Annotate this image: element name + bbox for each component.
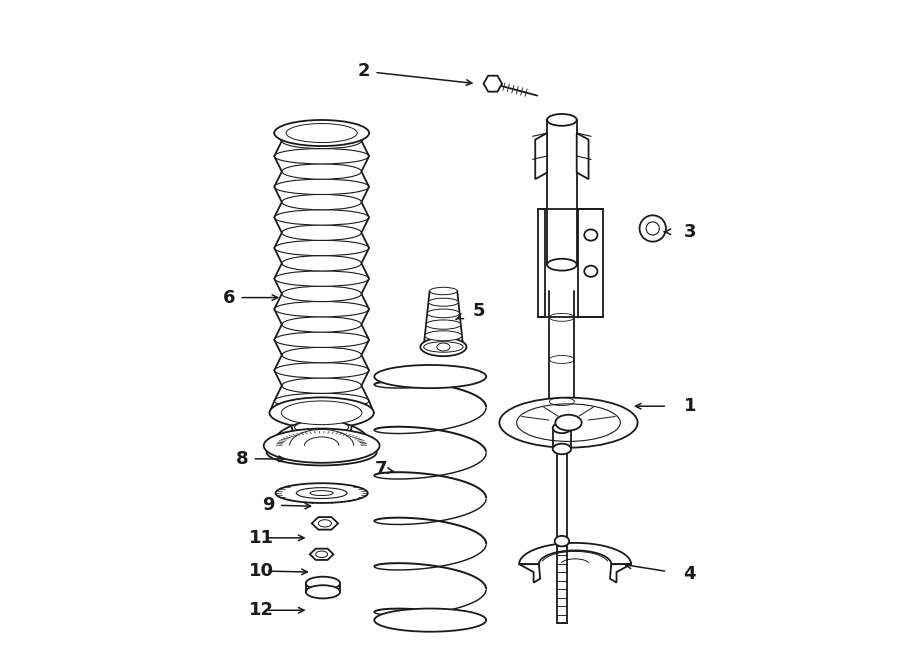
Ellipse shape: [428, 298, 458, 306]
Ellipse shape: [274, 120, 369, 146]
Ellipse shape: [554, 536, 569, 547]
Polygon shape: [273, 420, 371, 446]
Ellipse shape: [429, 288, 457, 295]
Ellipse shape: [306, 585, 340, 598]
Ellipse shape: [274, 241, 369, 256]
Ellipse shape: [294, 438, 348, 451]
Polygon shape: [537, 209, 545, 317]
Ellipse shape: [425, 330, 462, 340]
Ellipse shape: [274, 149, 369, 164]
Text: 2: 2: [358, 61, 370, 79]
Ellipse shape: [640, 215, 666, 242]
Ellipse shape: [374, 365, 486, 388]
Ellipse shape: [274, 332, 369, 348]
Text: 10: 10: [249, 562, 274, 580]
Ellipse shape: [310, 490, 333, 496]
Ellipse shape: [319, 520, 331, 527]
Polygon shape: [483, 76, 502, 92]
Ellipse shape: [274, 393, 369, 408]
Ellipse shape: [282, 317, 362, 332]
Ellipse shape: [426, 320, 461, 329]
Ellipse shape: [282, 378, 362, 393]
Ellipse shape: [282, 194, 362, 210]
Ellipse shape: [282, 225, 362, 241]
Polygon shape: [311, 517, 338, 529]
Ellipse shape: [274, 210, 369, 225]
Ellipse shape: [547, 258, 577, 270]
Ellipse shape: [584, 266, 598, 277]
Ellipse shape: [436, 343, 450, 351]
Ellipse shape: [266, 439, 377, 465]
Ellipse shape: [646, 222, 660, 235]
Ellipse shape: [428, 309, 460, 318]
Polygon shape: [536, 133, 547, 179]
Ellipse shape: [553, 444, 572, 454]
Ellipse shape: [274, 271, 369, 286]
Ellipse shape: [282, 401, 362, 424]
Text: 4: 4: [684, 565, 697, 583]
Ellipse shape: [424, 342, 464, 352]
Ellipse shape: [553, 422, 572, 433]
Ellipse shape: [269, 397, 373, 428]
Ellipse shape: [294, 426, 348, 440]
Ellipse shape: [275, 483, 368, 503]
Ellipse shape: [282, 134, 362, 149]
Polygon shape: [310, 549, 334, 560]
Polygon shape: [519, 564, 540, 582]
Polygon shape: [610, 564, 631, 582]
Ellipse shape: [306, 576, 340, 590]
Ellipse shape: [420, 338, 466, 356]
Ellipse shape: [294, 432, 348, 446]
Ellipse shape: [264, 428, 380, 463]
Ellipse shape: [282, 164, 362, 179]
Ellipse shape: [555, 414, 581, 430]
Ellipse shape: [274, 179, 369, 194]
Ellipse shape: [294, 420, 348, 434]
Ellipse shape: [547, 114, 577, 126]
Ellipse shape: [274, 301, 369, 317]
Ellipse shape: [374, 609, 486, 632]
Ellipse shape: [282, 256, 362, 271]
Ellipse shape: [584, 229, 598, 241]
Ellipse shape: [282, 347, 362, 363]
Text: 6: 6: [223, 289, 236, 307]
Polygon shape: [579, 209, 603, 317]
Ellipse shape: [294, 444, 348, 457]
Text: 5: 5: [473, 302, 485, 320]
Text: 7: 7: [374, 460, 387, 478]
Ellipse shape: [296, 488, 347, 498]
Text: 8: 8: [236, 450, 248, 468]
Text: 11: 11: [249, 529, 274, 547]
Ellipse shape: [274, 363, 369, 378]
Ellipse shape: [282, 286, 362, 301]
Polygon shape: [519, 543, 631, 564]
Ellipse shape: [517, 404, 620, 442]
Ellipse shape: [286, 124, 357, 143]
Text: 9: 9: [263, 496, 274, 514]
Ellipse shape: [500, 398, 637, 447]
Text: 12: 12: [249, 602, 274, 619]
Polygon shape: [577, 133, 589, 179]
Text: 1: 1: [684, 397, 697, 415]
Text: 3: 3: [684, 223, 697, 241]
Ellipse shape: [316, 551, 328, 558]
